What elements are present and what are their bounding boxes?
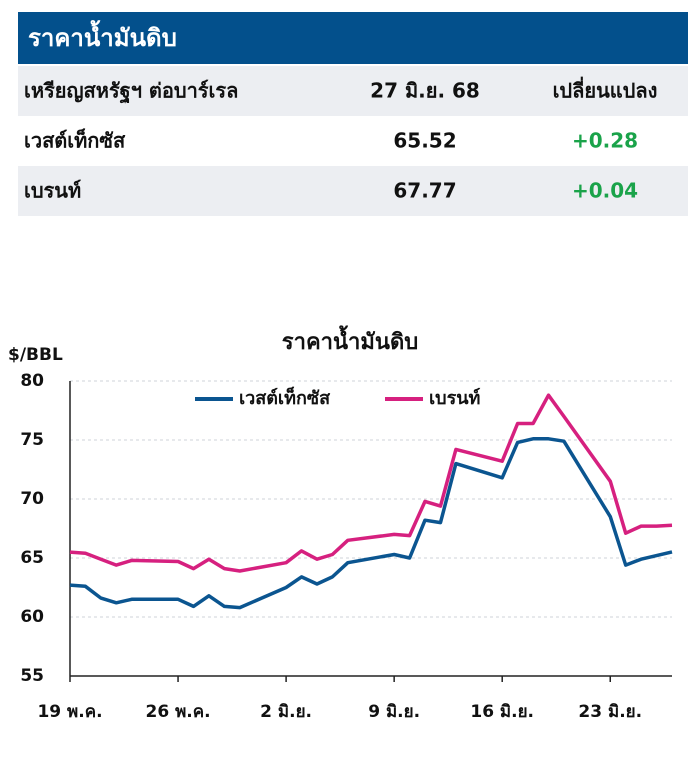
- chart-title: ราคาน้ำมันดิบ: [282, 325, 418, 355]
- x-tick-label: 26 พ.ค.: [146, 702, 211, 722]
- table-header: เปลี่ยนแปลง: [553, 76, 658, 103]
- table-cell: 67.77: [393, 179, 456, 203]
- y-axis-label: $/BBL: [8, 345, 63, 365]
- y-tick-label: 60: [20, 607, 44, 627]
- table-cell: เบรนท์: [24, 179, 81, 203]
- y-tick-label: 75: [20, 430, 44, 450]
- table-header: 27 มิ.ย. 68: [370, 79, 480, 103]
- table-cell: +0.28: [572, 129, 638, 153]
- table-title-bar: [18, 12, 688, 64]
- y-tick-label: 65: [20, 548, 44, 568]
- x-tick-label: 19 พ.ค.: [37, 702, 102, 722]
- table-cell: เวสต์เท็กซัส: [24, 128, 126, 153]
- y-tick-label: 70: [20, 489, 44, 509]
- legend-label: เบรนท์: [429, 387, 480, 409]
- x-tick-label: 2 มิ.ย.: [260, 702, 312, 722]
- table-header-bg: [18, 66, 688, 116]
- series-line: [69, 437, 673, 610]
- x-tick-label: 23 มิ.ย.: [578, 702, 642, 722]
- y-tick-label: 55: [20, 666, 44, 686]
- x-tick-label: 16 มิ.ย.: [470, 702, 534, 722]
- legend-label: เวสต์เท็กซัส: [239, 386, 331, 409]
- table-cell: +0.04: [572, 179, 638, 203]
- series-line: [69, 393, 673, 573]
- table-title: ราคาน้ำมันดิบ: [28, 19, 177, 52]
- x-tick-label: 9 มิ.ย.: [368, 702, 420, 722]
- table-cell: 65.52: [393, 129, 456, 153]
- table-row-bg: [18, 166, 688, 216]
- table-header: เหรียญสหรัฐฯ ต่อบาร์เรล: [24, 79, 238, 105]
- y-tick-label: 80: [20, 371, 44, 391]
